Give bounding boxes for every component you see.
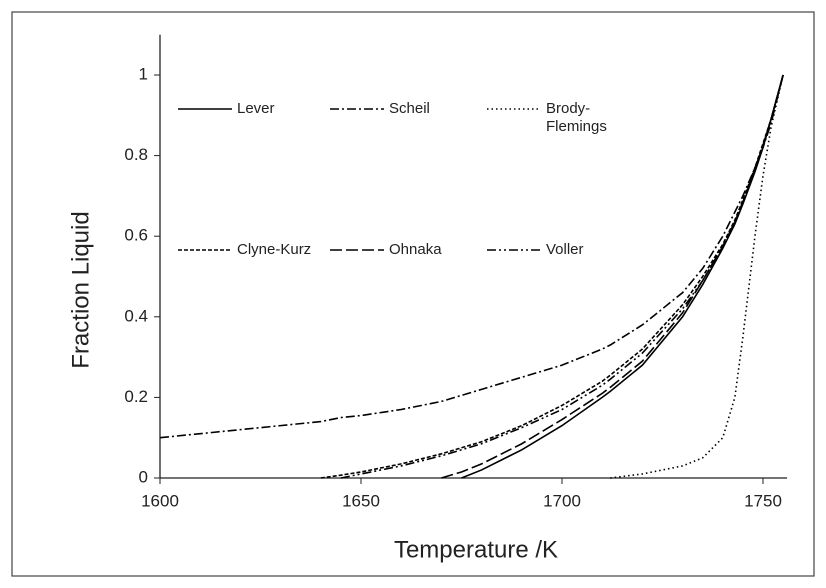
legend-label: Brody-Flemings [546, 100, 607, 135]
legend-label: Scheil [389, 100, 430, 117]
y-axis-label: Fraction Liquid [67, 211, 94, 368]
x-tick-label: 1700 [543, 491, 581, 510]
y-tick-label: 0.4 [124, 306, 148, 325]
x-tick-label: 1600 [141, 491, 179, 510]
x-tick-label: 1750 [744, 491, 782, 510]
legend-label: Lever [237, 100, 275, 117]
x-tick-label: 1650 [342, 491, 380, 510]
y-tick-label: 1 [139, 64, 148, 83]
series-line [340, 74, 784, 479]
series-line [610, 74, 784, 479]
legend-label: Voller [546, 241, 584, 258]
y-tick-label: 0.8 [124, 145, 148, 164]
series-line [159, 74, 784, 439]
y-tick-label: 0.6 [124, 226, 148, 245]
y-tick-label: 0 [139, 467, 148, 486]
y-tick-label: 0.2 [124, 387, 148, 406]
legend-label: Clyne-Kurz [237, 241, 312, 258]
legend-label: Ohnaka [389, 241, 442, 258]
x-axis-label: Temperature /K [394, 536, 558, 563]
frame [11, 11, 815, 577]
